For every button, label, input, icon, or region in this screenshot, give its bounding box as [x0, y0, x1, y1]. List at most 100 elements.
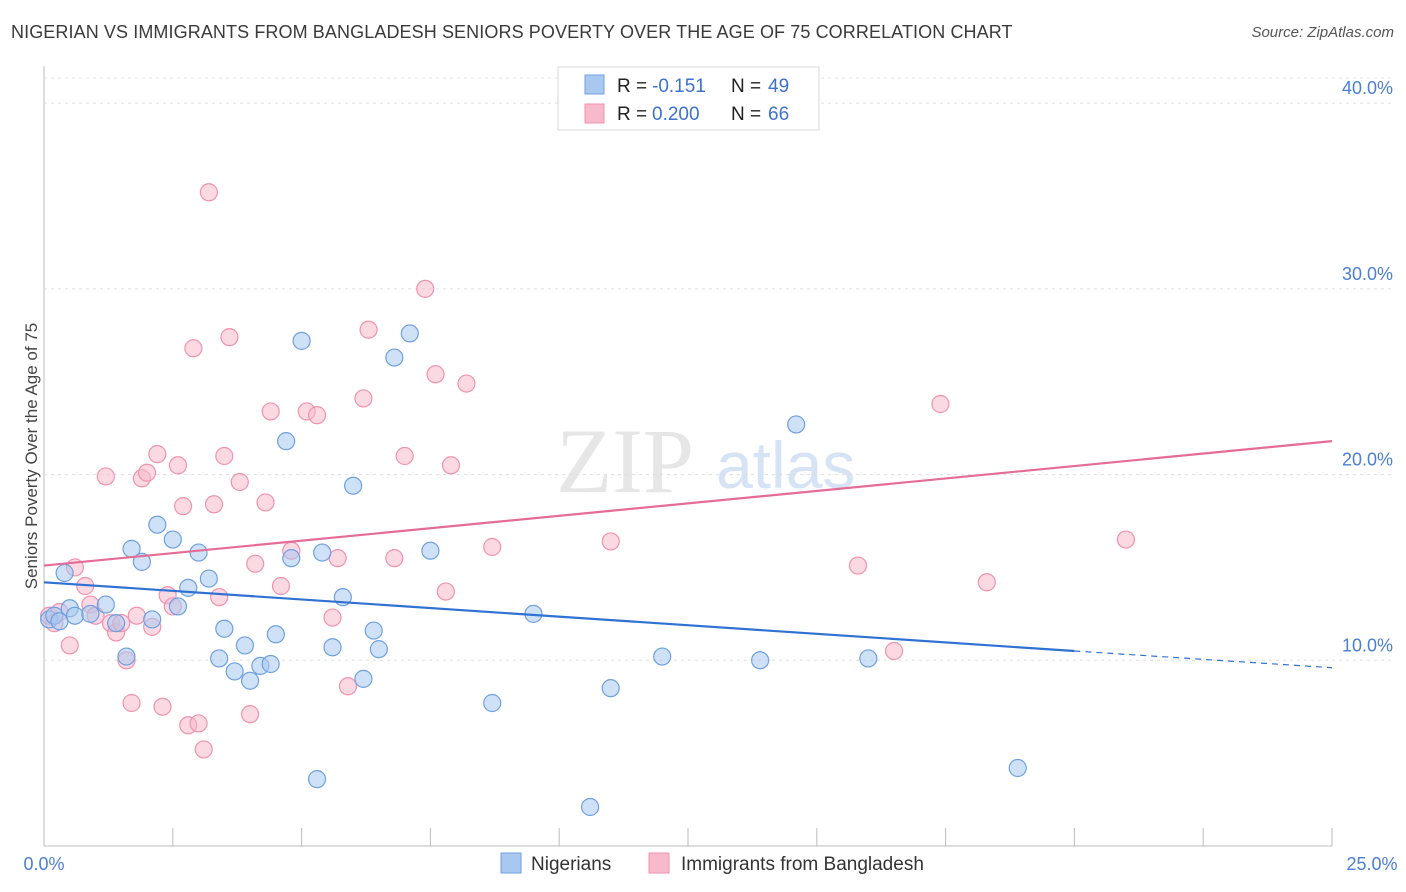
nigerians-point-15 — [168, 597, 188, 616]
x-ticks — [43, 828, 1333, 846]
nigerians-point-36 — [364, 621, 383, 640]
legend-n-value-bangladesh: 66 — [768, 104, 789, 125]
nigerians-point-48 — [859, 649, 878, 668]
nigerians-point-27 — [277, 432, 296, 451]
chart-source: Source: ZipAtlas.com — [1251, 24, 1394, 41]
bangladesh-point-50 — [426, 365, 445, 384]
bangladesh-point-55 — [601, 532, 620, 551]
nigerians-point-18 — [199, 569, 218, 588]
nigerians-point-47 — [787, 415, 806, 434]
series-nigerians-points — [40, 324, 1027, 817]
nigerians-trend-line-extension — [1074, 650, 1333, 669]
bangladesh-point-22 — [168, 456, 188, 475]
nigerians-point-8 — [107, 614, 126, 633]
nigerians-point-49 — [1008, 758, 1027, 778]
bangladesh-point-29 — [204, 495, 224, 514]
nigerians-point-32 — [323, 638, 342, 657]
nigerians-trend-line — [43, 581, 1075, 653]
bottom-legend-swatch-nigerians — [500, 852, 522, 874]
nigerians-point-7 — [96, 595, 115, 614]
nigerians-point-13 — [148, 515, 167, 534]
bangladesh-point-18 — [148, 445, 167, 464]
nigerians-point-30 — [307, 770, 327, 789]
bangladesh-point-28 — [199, 183, 218, 202]
bangladesh-point-13 — [122, 693, 141, 713]
nigerians-point-6 — [81, 604, 100, 623]
chart-title: NIGERIAN VS IMMIGRANTS FROM BANGLADESH S… — [11, 22, 1013, 42]
bangladesh-point-58 — [931, 394, 950, 414]
nigerians-point-40 — [421, 541, 440, 560]
nigerians-point-21 — [225, 662, 244, 681]
bangladesh-point-36 — [256, 493, 275, 512]
bangladesh-point-52 — [441, 456, 461, 475]
bangladesh-point-30 — [210, 588, 229, 607]
legend-r-value-nigerians: -0.151 — [652, 76, 706, 97]
nigerians-point-29 — [292, 331, 311, 350]
bangladesh-point-32 — [220, 328, 239, 347]
y-tick-label-40: 40.0% — [1342, 78, 1393, 98]
nigerians-point-3 — [55, 563, 74, 583]
bangladesh-point-33 — [230, 472, 249, 492]
nigerians-point-9 — [117, 647, 136, 666]
bangladesh-point-44 — [338, 677, 358, 696]
nigerians-point-23 — [240, 671, 260, 690]
bangladesh-point-60 — [1116, 530, 1136, 549]
legend-swatch-nigerians — [584, 74, 605, 95]
nigerians-point-43 — [581, 797, 600, 817]
bangladesh-point-38 — [271, 576, 291, 596]
bangladesh-point-34 — [240, 705, 260, 724]
bangladesh-point-25 — [184, 339, 203, 358]
legend-r-label-bangladesh: R = — [617, 104, 647, 125]
bangladesh-point-59 — [977, 573, 996, 592]
legend-n-label-bangladesh: N = — [731, 104, 761, 125]
legend-swatch-bangladesh — [584, 103, 605, 124]
bangladesh-point-49 — [416, 279, 435, 298]
nigerians-point-41 — [483, 693, 502, 713]
trend-lines — [43, 440, 1333, 669]
bangladesh-point-8 — [96, 467, 115, 486]
x-tick-label-min: 0.0% — [23, 854, 64, 874]
bangladesh-point-42 — [323, 608, 342, 627]
y-tick-label-30: 30.0% — [1342, 264, 1393, 284]
bottom-legend-swatch-bangladesh — [648, 852, 670, 874]
bangladesh-point-16 — [137, 463, 157, 482]
bangladesh-point-56 — [848, 556, 868, 575]
bangladesh-point-35 — [246, 554, 265, 573]
bottom-legend-label-bangladesh: Immigrants from Bangladesh — [681, 854, 924, 875]
nigerians-point-45 — [653, 647, 672, 666]
bangladesh-point-3 — [60, 636, 79, 655]
nigerians-point-22 — [235, 636, 255, 655]
legend-r-value-bangladesh: 0.200 — [652, 104, 700, 125]
nigerians-point-26 — [266, 625, 285, 644]
nigerians-point-34 — [344, 476, 363, 495]
correlation-legend: R = -0.151 N = 49 R = 0.200 N = 66 — [557, 66, 820, 131]
grid-lines — [44, 77, 1392, 661]
bangladesh-point-51 — [436, 582, 455, 601]
nigerians-point-44 — [601, 679, 620, 698]
bangladesh-point-46 — [359, 320, 378, 339]
nigerians-point-37 — [369, 640, 388, 659]
y-tick-label-10: 10.0% — [1342, 635, 1393, 655]
nigerians-point-20 — [215, 619, 234, 638]
nigerians-point-12 — [143, 610, 162, 629]
bangladesh-point-57 — [884, 641, 904, 661]
watermark-zip: ZIP — [556, 410, 694, 512]
bangladesh-point-54 — [483, 537, 502, 557]
nigerians-point-14 — [163, 530, 182, 549]
nigerians-point-28 — [282, 549, 301, 568]
legend-n-label-nigerians: N = — [731, 76, 761, 97]
y-axis-label: Seniors Poverty Over the Age of 75 — [22, 323, 41, 589]
bangladesh-point-23 — [174, 497, 193, 516]
nigerians-point-25 — [261, 654, 280, 674]
nigerians-point-17 — [189, 543, 208, 562]
nigerians-point-39 — [400, 324, 419, 343]
bangladesh-point-53 — [457, 374, 476, 393]
bangladesh-point-31 — [215, 446, 234, 466]
bangladesh-point-26 — [189, 714, 208, 733]
bangladesh-point-27 — [194, 740, 213, 759]
bangladesh-point-19 — [153, 697, 172, 716]
y-tick-label-20: 20.0% — [1342, 450, 1393, 470]
y-tick-labels: 10.0% 20.0% 30.0% 40.0% — [1342, 78, 1393, 655]
legend-n-value-nigerians: 49 — [768, 76, 789, 97]
